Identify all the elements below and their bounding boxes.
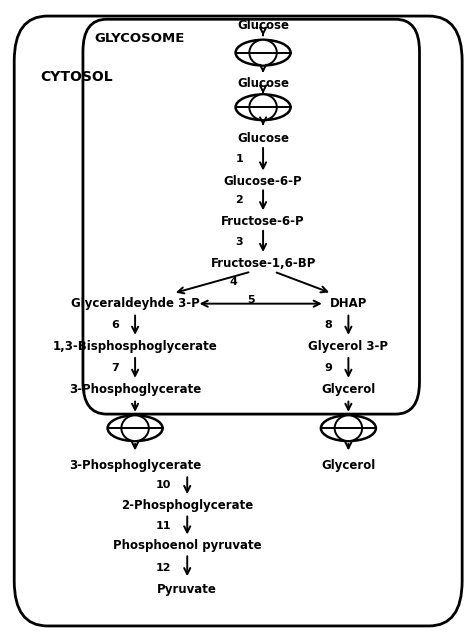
Text: DHAP: DHAP <box>330 297 367 310</box>
Text: Glucose: Glucose <box>237 19 289 32</box>
FancyBboxPatch shape <box>83 19 419 414</box>
Text: 3-Phosphoglycerate: 3-Phosphoglycerate <box>69 459 201 472</box>
FancyBboxPatch shape <box>14 16 462 626</box>
Text: Phosphoenol pyruvate: Phosphoenol pyruvate <box>113 539 262 552</box>
Text: 1: 1 <box>236 154 243 164</box>
Ellipse shape <box>321 415 376 441</box>
Text: 11: 11 <box>156 521 171 531</box>
Text: Fructose-1,6-BP: Fructose-1,6-BP <box>210 257 316 270</box>
Text: 3: 3 <box>236 237 243 247</box>
Text: 6: 6 <box>111 320 118 331</box>
Text: 2-Phosphoglycerate: 2-Phosphoglycerate <box>121 499 254 512</box>
Ellipse shape <box>236 94 291 120</box>
Text: Glyceraldeyhde 3-P: Glyceraldeyhde 3-P <box>71 297 200 310</box>
Text: Glycerol 3-P: Glycerol 3-P <box>309 340 388 353</box>
Text: 10: 10 <box>156 480 171 490</box>
Text: 12: 12 <box>156 563 171 573</box>
Ellipse shape <box>335 415 362 441</box>
Text: Glycerol: Glycerol <box>321 383 375 396</box>
Text: Glucose: Glucose <box>237 77 289 90</box>
Ellipse shape <box>236 40 291 65</box>
Text: Pyruvate: Pyruvate <box>157 583 217 596</box>
Text: 8: 8 <box>325 320 332 331</box>
Text: CYTOSOL: CYTOSOL <box>40 70 113 84</box>
Text: 5: 5 <box>247 295 255 306</box>
Text: 4: 4 <box>230 277 237 288</box>
Text: 2: 2 <box>236 195 243 205</box>
Text: Fructose-6-P: Fructose-6-P <box>221 215 305 228</box>
Text: Glycerol: Glycerol <box>321 459 375 472</box>
Text: Glucose-6-P: Glucose-6-P <box>224 175 302 187</box>
Text: Glucose: Glucose <box>237 132 289 144</box>
Text: 9: 9 <box>325 363 332 373</box>
Text: 1,3-Bisphosphoglycerate: 1,3-Bisphosphoglycerate <box>53 340 218 353</box>
Ellipse shape <box>121 415 149 441</box>
Text: 7: 7 <box>111 363 118 373</box>
Ellipse shape <box>249 40 277 65</box>
Ellipse shape <box>249 94 277 120</box>
Text: 3-Phosphoglycerate: 3-Phosphoglycerate <box>69 383 201 396</box>
Text: GLYCOSOME: GLYCOSOME <box>95 32 185 45</box>
Ellipse shape <box>108 415 163 441</box>
